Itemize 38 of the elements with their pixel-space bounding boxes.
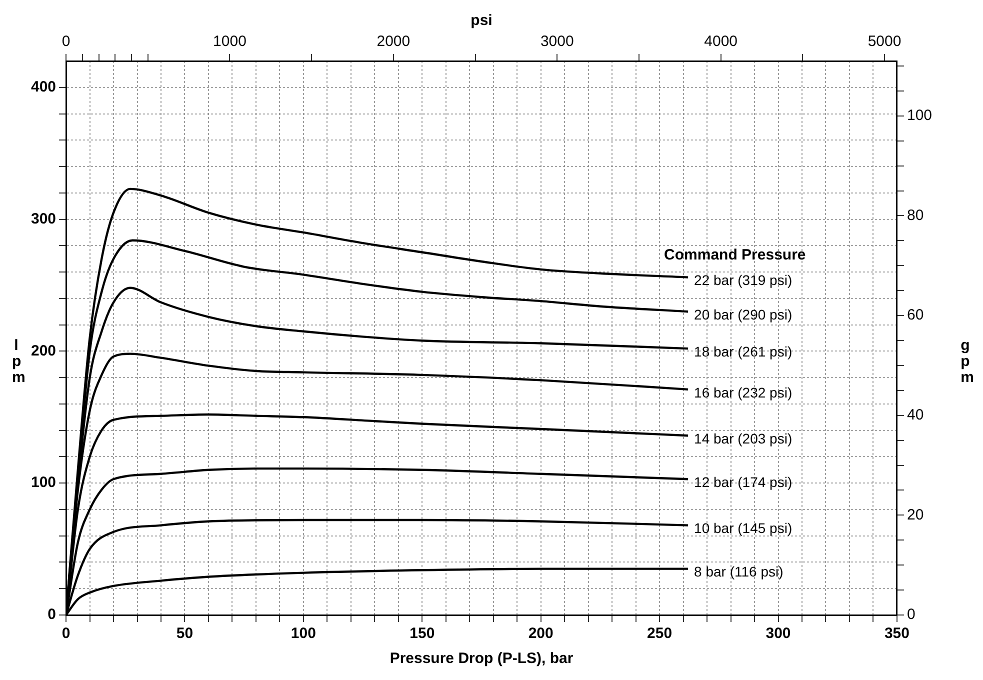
x2-tick-label: 0 [62,33,70,50]
x2-axis-title: psi [470,12,492,30]
series-label: 18 bar (261 psi) [694,343,792,360]
legend-title: Command Pressure [664,246,806,264]
x-tick-label: 100 [290,625,316,642]
y-axis-title: lpm [12,337,26,386]
series-label: 16 bar (232 psi) [694,384,792,400]
x-axis-title: Pressure Drop (P-LS), bar [390,650,574,668]
y2-tick-label: 100 [906,107,932,124]
x-tick-label: 300 [766,625,791,642]
x-tick-label: 0 [62,625,70,642]
series-label: 22 bar (319 psi) [694,272,792,288]
x-tick-label: 350 [884,625,910,642]
x2-tick-label: 3000 [540,33,574,50]
y-tick-label: 400 [30,78,56,96]
x2-tick-label: 2000 [376,33,410,50]
x2-tick-label: 1000 [213,33,246,50]
y2-tick-label: 20 [906,506,924,524]
x-tick-label: 50 [176,625,194,642]
y-tick-label: 300 [30,210,56,228]
series-label: 20 bar (290 psi) [694,306,792,322]
x-tick-label: 250 [647,625,672,642]
y-tick-label: 200 [30,342,56,360]
series-label: 8 bar (116 psi) [694,564,784,580]
y2-tick-label: 40 [906,406,924,424]
series-label: 12 bar (174 psi) [694,474,792,490]
series-label: 14 bar (203 psi) [694,430,792,446]
x-tick-label: 150 [410,625,435,642]
series-label: 10 bar (145 psi) [694,520,792,536]
x-tick-label: 200 [528,625,554,642]
x2-tick-label: 5000 [868,33,902,50]
y2-tick-label: 0 [906,606,916,624]
x2-tick-label: 4000 [704,33,738,50]
y2-tick-label: 60 [906,306,924,324]
y-tick-label: 0 [48,606,56,624]
y2-tick-label: 80 [906,206,924,224]
y2-axis-title: gpm [960,337,974,386]
y-tick-label: 100 [30,474,56,492]
